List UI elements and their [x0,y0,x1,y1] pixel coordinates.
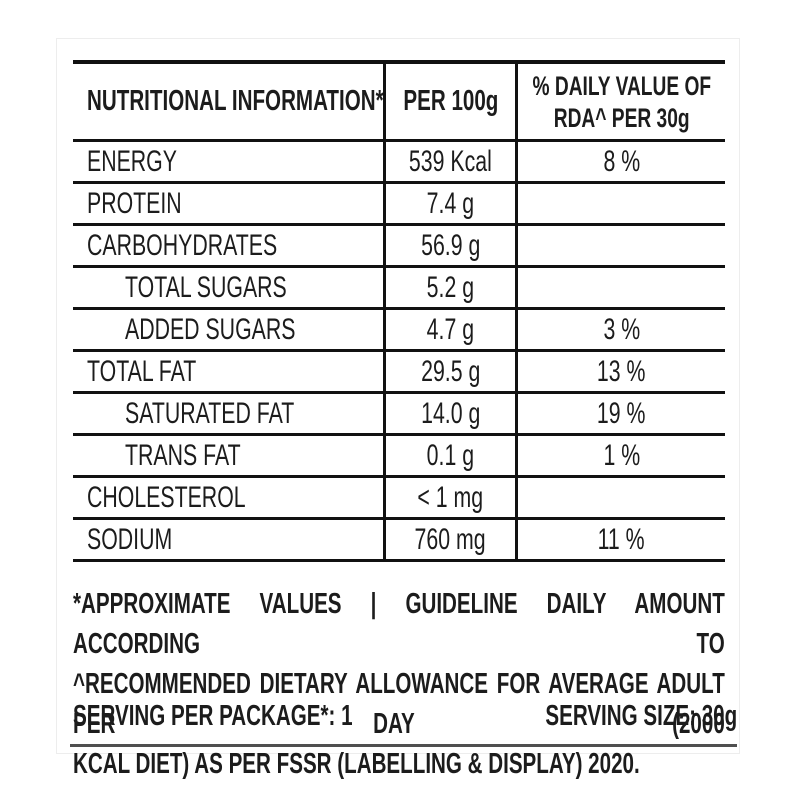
nutrient-label-indented: TRANS FAT [125,438,241,472]
nutrient-label: PROTEIN [87,186,182,220]
table-row-sodium: SODIUM 760 mg 11 % [73,520,725,562]
nutrient-label: TOTAL FAT [87,354,197,388]
header-daily-value-text: % DAILY VALUE OF RDA^ PER 30g [518,70,725,134]
serving-size: SERVING SIZE: 30g [545,700,737,732]
header-daily-value-line1: % DAILY VALUE OF [532,70,711,101]
nutrition-table: NUTRITIONAL INFORMATION* PER 100g % DAIL… [73,60,725,562]
daily-value: 19 % [515,394,725,433]
daily-value [515,478,725,517]
per-100g-value: < 1 mg [383,478,515,517]
footnote-text: *APPROXIMATE VALUES | GUIDELINE DAILY AM… [73,584,725,784]
daily-value: 13 % [515,352,725,391]
nutrient-label-indented: ADDED SUGARS [125,312,296,346]
table-row-energy: ENERGY 539 Kcal 8 % [73,142,725,184]
daily-value: 8 % [515,142,725,181]
nutrient-label-indented: TOTAL SUGARS [125,270,287,304]
serving-per-package: SERVING PER PACKAGE*: 1 [73,700,353,732]
table-row-added-sugars: ADDED SUGARS 4.7 g 3 % [73,310,725,352]
per-100g-value: 7.4 g [383,184,515,223]
label-card-background [56,38,740,754]
footnote: *APPROXIMATE VALUES | GUIDELINE DAILY AM… [73,584,725,784]
daily-value [515,226,725,265]
nutrient-label: CARBOHYDRATES [87,228,278,262]
header-per-100g-text: PER 100g [403,85,499,117]
header-nutritional-information-text: NUTRITIONAL INFORMATION* [87,85,383,117]
serving-info-row: SERVING PER PACKAGE*: 1 SERVING SIZE: 30… [73,700,737,733]
header-per-100g: PER 100g [383,64,515,139]
nutrient-label: SODIUM [87,522,173,556]
table-row-carbohydrates: CARBOHYDRATES 56.9 g [73,226,725,268]
daily-value: 11 % [515,520,725,559]
per-100g-value: 29.5 g [383,352,515,391]
per-100g-value: 539 Kcal [383,142,515,181]
footnote-line-2: ^RECOMMENDED DIETARY ALLOWANCE FOR AVERA… [73,668,725,740]
nutrient-label: ENERGY [87,144,177,178]
table-row-total-fat: TOTAL FAT 29.5 g 13 % [73,352,725,394]
table-row-cholesterol: CHOLESTEROL < 1 mg [73,478,725,520]
bottom-divider [70,744,737,747]
per-100g-value: 5.2 g [383,268,515,307]
table-row-protein: PROTEIN 7.4 g [73,184,725,226]
daily-value: 3 % [515,310,725,349]
per-100g-value: 4.7 g [383,310,515,349]
per-100g-value: 14.0 g [383,394,515,433]
header-daily-value-line2: RDA^ PER 30g [553,102,690,133]
table-row-total-sugars: TOTAL SUGARS 5.2 g [73,268,725,310]
table-header-row: NUTRITIONAL INFORMATION* PER 100g % DAIL… [73,64,725,142]
daily-value [515,184,725,223]
header-nutritional-information: NUTRITIONAL INFORMATION* [73,64,383,139]
footnote-line-1: *APPROXIMATE VALUES | GUIDELINE DAILY AM… [73,588,725,660]
per-100g-value: 56.9 g [383,226,515,265]
nutrient-label: CHOLESTEROL [87,480,246,514]
daily-value [515,268,725,307]
table-row-saturated-fat: SATURATED FAT 14.0 g 19 % [73,394,725,436]
per-100g-value: 0.1 g [383,436,515,475]
per-100g-value: 760 mg [383,520,515,559]
footnote-line-3: KCAL DIET) AS PER FSSR (LABELLING & DISP… [73,748,640,780]
nutrient-label-indented: SATURATED FAT [125,396,295,430]
daily-value: 1 % [515,436,725,475]
header-daily-value: % DAILY VALUE OF RDA^ PER 30g [515,64,725,139]
table-row-trans-fat: TRANS FAT 0.1 g 1 % [73,436,725,478]
